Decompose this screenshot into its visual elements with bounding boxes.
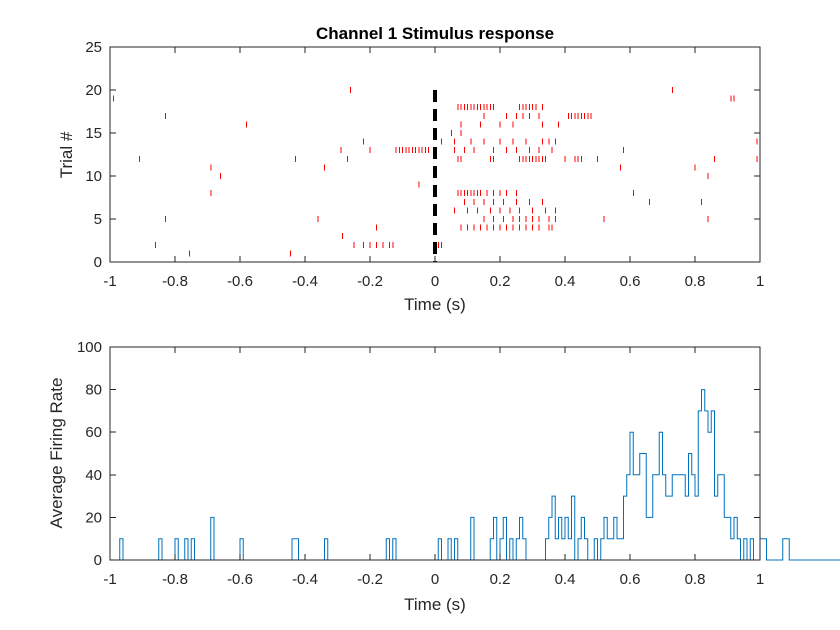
psth-y-tick-label: 80 xyxy=(85,382,102,399)
psth-plot: -1 -0.8 -0.6 -0.4 -0.2 0 0.2 0.4 0.6 0.8 1 0 20 40 60… xyxy=(47,339,840,614)
raster-x-tick-label: -0.4 xyxy=(292,273,318,290)
raster-y-tick-label: 10 xyxy=(85,168,102,185)
psth-x-tick-label: 1 xyxy=(756,571,764,588)
psth-y-ticks: 0 20 40 60 80 100 xyxy=(77,339,760,569)
raster-x-tick-label: 0.2 xyxy=(490,273,511,290)
raster-x-tick-label: -0.8 xyxy=(162,273,188,290)
raster-y-tick-label: 5 xyxy=(94,211,102,228)
psth-x-ticks: -1 -0.8 -0.6 -0.4 -0.2 0 0.2 0.4 0.6 0.8 1 xyxy=(103,347,764,588)
raster-x-tick-label: -0.6 xyxy=(227,273,253,290)
chart-title: Channel 1 Stimulus response xyxy=(316,24,554,43)
raster-y-axis-label: Trial # xyxy=(57,131,76,178)
raster-x-tick-label: 0.4 xyxy=(555,273,576,290)
psth-y-tick-label: 20 xyxy=(85,509,102,526)
psth-x-tick-label: -1 xyxy=(103,571,116,588)
psth-x-axis-label: Time (s) xyxy=(404,595,466,614)
raster-y-tick-label: 20 xyxy=(85,82,102,99)
raster-x-tick-label: 0.8 xyxy=(685,273,706,290)
raster-x-tick-label: 0 xyxy=(431,273,439,290)
raster-y-tick-label: 15 xyxy=(85,125,102,142)
psth-x-tick-label: 0.8 xyxy=(685,571,706,588)
raster-x-tick-label: 1 xyxy=(756,273,764,290)
raster-x-tick-label: 0.6 xyxy=(620,273,641,290)
psth-y-axis-label: Average Firing Rate xyxy=(47,378,66,529)
raster-x-axis-label: Time (s) xyxy=(404,295,466,314)
raster-y-tick-label: 0 xyxy=(94,254,102,271)
raster-x-tick-label: -0.2 xyxy=(357,273,383,290)
raster-y-ticks: 0 5 10 15 20 25 xyxy=(85,39,760,271)
spike-raster-marks xyxy=(112,86,758,257)
psth-x-tick-label: 0.4 xyxy=(555,571,576,588)
raster-y-tick-label: 25 xyxy=(85,39,102,56)
psth-y-tick-label: 40 xyxy=(85,467,102,484)
psth-x-tick-label: 0.2 xyxy=(490,571,511,588)
raster-x-ticks: -1 -0.8 -0.6 -0.4 -0.2 0 0.2 0.4 0.6 0.8 1 xyxy=(103,47,764,290)
psth-y-tick-label: 100 xyxy=(77,339,102,356)
raster-x-tick-label: -1 xyxy=(103,273,116,290)
psth-x-tick-label: -0.6 xyxy=(227,571,253,588)
psth-x-tick-label: -0.2 xyxy=(357,571,383,588)
psth-x-tick-label: -0.4 xyxy=(292,571,318,588)
raster-plot: Channel 1 Stimulus response -1 -0.8 -0.6 -0… xyxy=(57,24,764,314)
psth-x-tick-label: 0 xyxy=(431,571,439,588)
psth-x-tick-label: 0.6 xyxy=(620,571,641,588)
psth-y-tick-label: 60 xyxy=(85,424,102,441)
psth-x-tick-label: -0.8 xyxy=(162,571,188,588)
psth-y-tick-label: 0 xyxy=(94,552,102,569)
